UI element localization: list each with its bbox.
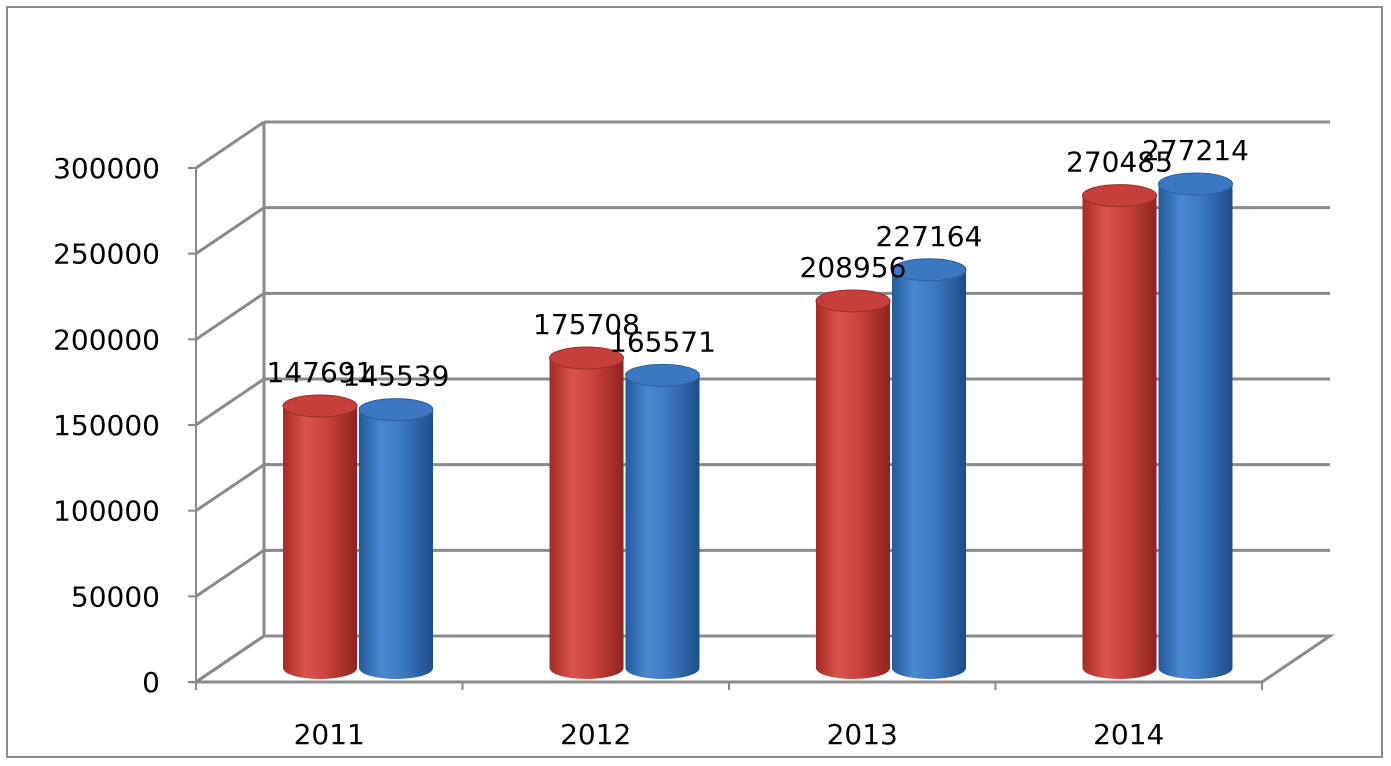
floor [191, 634, 1335, 684]
gridline-side [195, 549, 265, 598]
data-label: 165571 [609, 325, 716, 358]
axes: 0 50000 100000 150000 200000 250000 300000 2011… [53, 152, 1263, 751]
x-tick-label: 2012 [560, 718, 631, 751]
gridline-side [195, 463, 265, 512]
bar-body [549, 357, 624, 680]
bar [1158, 172, 1233, 679]
bar-top [891, 258, 967, 282]
bar-body [892, 269, 966, 679]
y-tick-label: 250000 [53, 238, 160, 271]
y-tick-label: 300000 [53, 152, 160, 185]
y-tick-label: 50000 [71, 580, 160, 613]
data-label: 147691 [267, 356, 374, 389]
x-tick-label: 2011 [294, 718, 365, 751]
data-label: 208956 [800, 251, 907, 284]
bar [1082, 184, 1157, 680]
bar-top [625, 363, 700, 387]
bar-top [282, 394, 358, 418]
bar-top [1158, 172, 1233, 196]
data-label: 145539 [343, 360, 450, 393]
gridline-side [195, 377, 265, 427]
bar-body [283, 405, 357, 679]
bar [815, 289, 891, 679]
data-label: 277214 [1142, 134, 1249, 167]
gridline-side [195, 206, 265, 255]
x-tick-label: 2013 [827, 718, 898, 751]
y-tick-label: 100000 [53, 495, 160, 528]
bars [282, 172, 1233, 680]
bar [891, 258, 967, 679]
bar-body [1158, 184, 1233, 679]
bar-top [815, 289, 891, 313]
y-tick-label: 0 [142, 666, 160, 699]
bar [282, 394, 358, 679]
bar [358, 398, 434, 679]
data-label: 227164 [876, 220, 983, 253]
y-tick-label: 200000 [53, 323, 160, 356]
bar [625, 363, 700, 680]
x-tick-label: 2014 [1093, 718, 1164, 751]
gridline-side [195, 120, 265, 170]
bar-top [549, 346, 624, 370]
gridline-side [195, 292, 265, 341]
bar-body [359, 409, 433, 679]
data-label: 175708 [533, 308, 640, 341]
data-label: 270485 [1066, 146, 1173, 179]
bar-body [1082, 195, 1157, 680]
bar-top [1082, 184, 1157, 208]
bar-top [358, 398, 434, 422]
bar-body [816, 300, 890, 679]
y-tick-label: 150000 [53, 409, 160, 442]
bar-body [625, 375, 700, 680]
bar [549, 346, 624, 680]
